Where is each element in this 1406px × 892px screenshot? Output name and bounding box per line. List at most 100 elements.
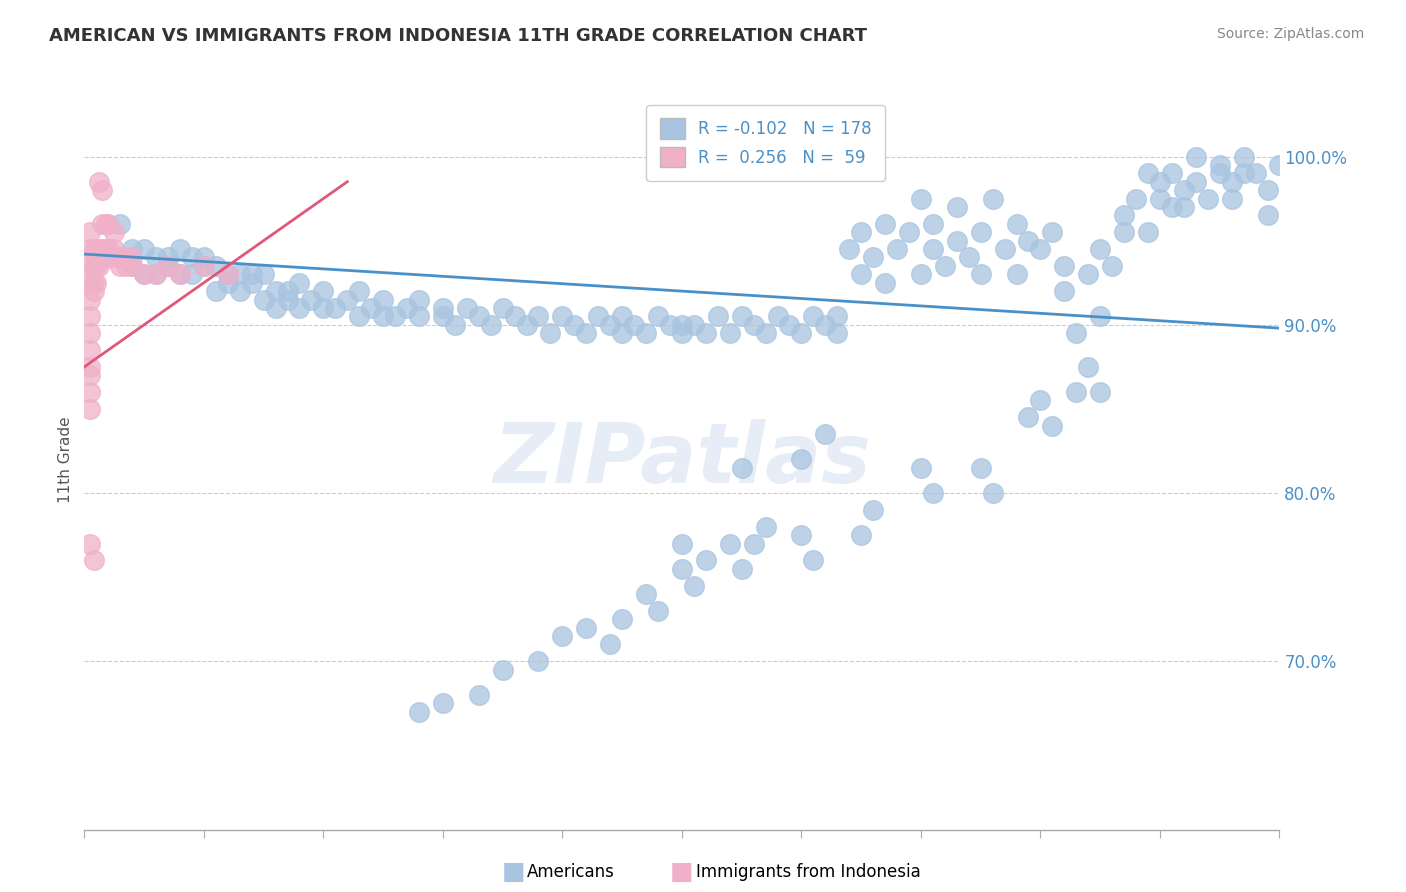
Point [91, 217, 114, 231]
Point [79, 401, 101, 416]
Point [79, 359, 101, 374]
Point [240, 268, 263, 282]
Point [79, 536, 101, 550]
Point [86, 276, 108, 290]
Point [86, 259, 108, 273]
Point [827, 310, 849, 324]
Point [1185, 175, 1208, 189]
Point [1053, 284, 1076, 298]
Point [1005, 268, 1028, 282]
Point [205, 259, 228, 273]
Point [647, 604, 669, 618]
Point [875, 276, 897, 290]
Point [790, 452, 813, 467]
Y-axis label: 11th Grade: 11th Grade [58, 416, 73, 503]
Point [145, 251, 167, 265]
Text: ZIPatlas: ZIPatlas [494, 419, 870, 500]
Point [766, 310, 789, 324]
Point [121, 251, 143, 265]
Point [803, 553, 825, 567]
Point [288, 301, 311, 315]
Point [671, 536, 693, 550]
Point [612, 612, 634, 626]
Point [875, 217, 897, 231]
Point [718, 326, 741, 341]
Point [1197, 192, 1219, 206]
Point [132, 242, 156, 256]
Point [731, 460, 754, 475]
Point [432, 697, 454, 711]
Point [264, 284, 287, 298]
Point [994, 242, 1017, 256]
Point [1209, 166, 1232, 180]
Point [87, 259, 110, 273]
Point [145, 268, 167, 282]
Point [115, 251, 138, 265]
Point [671, 326, 693, 341]
Point [1137, 166, 1160, 180]
Point [312, 301, 335, 315]
Point [790, 528, 813, 542]
Point [181, 268, 204, 282]
Point [981, 486, 1004, 500]
Point [83, 284, 105, 298]
Point [277, 293, 299, 307]
Point [79, 368, 101, 383]
Point [349, 284, 371, 298]
Point [612, 310, 634, 324]
Point [1257, 208, 1279, 222]
Point [671, 562, 693, 576]
Point [575, 621, 598, 635]
Point [1042, 418, 1064, 433]
Point [838, 242, 860, 256]
Point [946, 200, 969, 214]
Point [695, 326, 717, 341]
Point [564, 318, 586, 332]
Point [1125, 192, 1147, 206]
Point [814, 427, 837, 442]
Point [396, 301, 419, 315]
Point [1257, 183, 1279, 197]
Point [103, 242, 125, 256]
Point [94, 217, 117, 231]
Point [1149, 192, 1171, 206]
Point [121, 259, 143, 273]
Point [862, 503, 884, 517]
Point [205, 284, 228, 298]
Point [169, 268, 191, 282]
Point [79, 259, 101, 273]
Point [827, 326, 849, 341]
Point [264, 301, 287, 315]
Point [636, 587, 658, 601]
Point [79, 343, 101, 357]
Point [79, 385, 101, 400]
Point [910, 268, 932, 282]
Text: Americans: Americans [527, 863, 616, 881]
Point [742, 318, 765, 332]
Point [1042, 225, 1064, 239]
Point [193, 251, 215, 265]
Point [181, 251, 204, 265]
Point [479, 318, 502, 332]
Point [1244, 166, 1267, 180]
Point [659, 318, 682, 332]
Point [1220, 192, 1243, 206]
Point [110, 217, 132, 231]
Point [193, 259, 215, 273]
Point [1173, 200, 1195, 214]
Point [132, 268, 156, 282]
Point [1053, 259, 1076, 273]
Point [468, 688, 491, 702]
Point [253, 293, 276, 307]
Point [91, 183, 114, 197]
Point [623, 318, 645, 332]
Point [599, 318, 621, 332]
Point [83, 553, 105, 567]
Point [87, 175, 110, 189]
Point [97, 251, 120, 265]
Point [110, 251, 132, 265]
Point [217, 268, 239, 282]
Point [121, 242, 143, 256]
Point [970, 268, 993, 282]
Point [695, 553, 717, 567]
